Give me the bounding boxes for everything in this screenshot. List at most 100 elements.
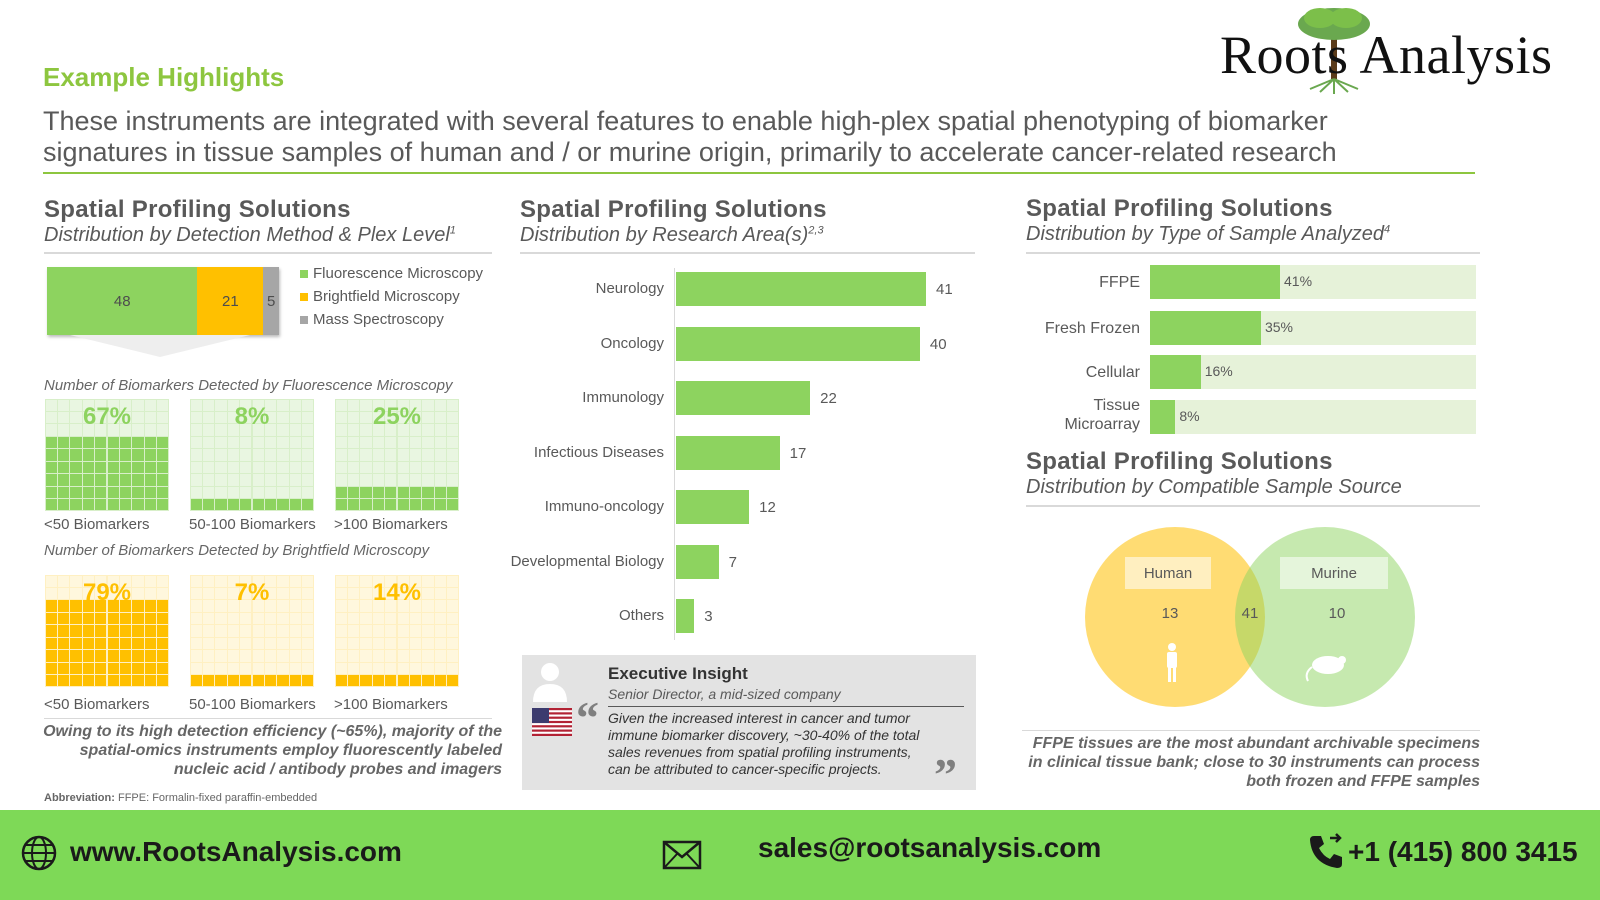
waffle-cell: [302, 650, 314, 662]
waffle-cell: [385, 411, 397, 424]
waffle-cell: [202, 424, 215, 436]
footer-phone-link[interactable]: +1 (415) 800 3415: [1348, 836, 1578, 867]
waffle-cell: [227, 662, 240, 675]
waffle-cell: [264, 449, 277, 461]
waffle-cell: [347, 411, 360, 424]
waffle-cell: [190, 637, 202, 650]
person-icon: [533, 663, 567, 702]
waffle-cell: [264, 474, 277, 486]
waffle-cell: [347, 436, 360, 449]
waffle-cell: [70, 600, 82, 612]
waffle-cell: [45, 399, 57, 411]
waffle-cell: [45, 424, 57, 436]
waffle-cell: [132, 650, 144, 662]
note-line: FFPE tissues are the most abundant archi…: [1032, 735, 1480, 752]
waffle-cell: [447, 625, 459, 637]
waffle-cell: [277, 449, 289, 461]
waffle-cell: [202, 662, 215, 675]
waffle-cell: [202, 474, 215, 486]
waffle-cell: [252, 675, 264, 687]
waffle-cell: [252, 625, 264, 637]
bar-category-label: Immuno-oncology: [544, 498, 664, 515]
waffle-cell: [385, 461, 397, 474]
waffle-cell: [409, 399, 422, 411]
waffle-cell: [347, 461, 360, 474]
left-panel-title: Spatial Profiling Solutions: [44, 196, 351, 223]
middle-panel-subtitle: Distribution by Research Area(s)2,3: [520, 224, 824, 247]
waffle-cell: [422, 399, 434, 411]
venn-human-value: 13: [1161, 605, 1179, 622]
mouse-icon: [1305, 656, 1346, 682]
waffle-cell: [70, 436, 82, 449]
waffle-cell: [360, 625, 372, 637]
waffle-cell: [252, 662, 264, 675]
waffle-cell: [157, 449, 169, 461]
waffle-cell: [227, 499, 240, 511]
waffle-cell: [447, 436, 459, 449]
waffle-cell: [70, 399, 82, 411]
waffle-cell: [132, 399, 144, 411]
waffle-cell: [107, 449, 119, 461]
waffle-cell: [202, 449, 215, 461]
waffle-cell: [144, 662, 157, 675]
waffle-cell: [434, 600, 447, 612]
waffle-cell: [45, 650, 57, 662]
waffle-cell: [57, 474, 70, 486]
waffle-cell: [107, 486, 119, 499]
waffle-cell: [335, 625, 347, 637]
waffle-category-label: <50 Biomarkers: [44, 696, 150, 713]
waffle-cell: [335, 675, 347, 687]
waffle-cell: [95, 486, 107, 499]
waffle-cell: [240, 486, 252, 499]
waffle-cell: [422, 449, 434, 461]
waffle-cell: [335, 612, 347, 625]
waffle-cell: [372, 575, 385, 587]
waffle-cell: [190, 399, 202, 411]
waffle-cell: [347, 675, 360, 687]
waffle-cell: [157, 399, 169, 411]
stack-bar-arrow: [70, 335, 250, 357]
waffle-cell: [215, 637, 227, 650]
waffle-cell: [335, 399, 347, 411]
waffle-cell: [335, 587, 347, 600]
waffle-cell: [144, 399, 157, 411]
waffle-cell: [95, 600, 107, 612]
bar-category-label: Oncology: [600, 334, 664, 352]
waffle-cell: [347, 499, 360, 511]
waffle-cell: [132, 486, 144, 499]
waffle-cell: [372, 675, 385, 687]
waffle-cell: [289, 612, 302, 625]
waffle-cell: [119, 436, 132, 449]
waffle-cell: [70, 662, 82, 675]
waffle-cell: [57, 411, 70, 424]
waffle-cell: [157, 625, 169, 637]
footer-website-link[interactable]: www.RootsAnalysis.com: [70, 836, 402, 867]
left-note-rule: [44, 718, 492, 719]
waffle-cell: [409, 650, 422, 662]
waffle-cell: [434, 675, 447, 687]
waffle-cell: [82, 399, 95, 411]
waffle-cell: [385, 650, 397, 662]
waffle-percent-label: 8%: [234, 403, 270, 430]
waffle-cell: [119, 612, 132, 625]
sample-type-value-label: 8%: [1179, 408, 1200, 424]
waffle-cell: [215, 587, 227, 600]
waffle-cell: [82, 411, 95, 424]
waffle-cell: [397, 474, 409, 486]
waffle-cell: [409, 486, 422, 499]
waffle-cell: [434, 650, 447, 662]
insight-quote: Given the increased interest in cancer a…: [608, 710, 919, 778]
footer-email-link[interactable]: sales@rootsanalysis.com: [758, 832, 1102, 863]
waffle-cell: [70, 675, 82, 687]
legend-label: Mass Spectroscopy: [313, 311, 444, 328]
waffle-cell: [360, 399, 372, 411]
sample-type-label-line: Microarray: [1064, 416, 1140, 433]
waffle-cell: [227, 650, 240, 662]
waffle-cell: [372, 461, 385, 474]
waffle-cell: [215, 424, 227, 436]
waffle-grid: 14%: [335, 575, 459, 687]
waffle-cell: [385, 625, 397, 637]
waffle-cell: [385, 587, 397, 600]
waffle-cell: [434, 637, 447, 650]
waffle-cell: [107, 612, 119, 625]
